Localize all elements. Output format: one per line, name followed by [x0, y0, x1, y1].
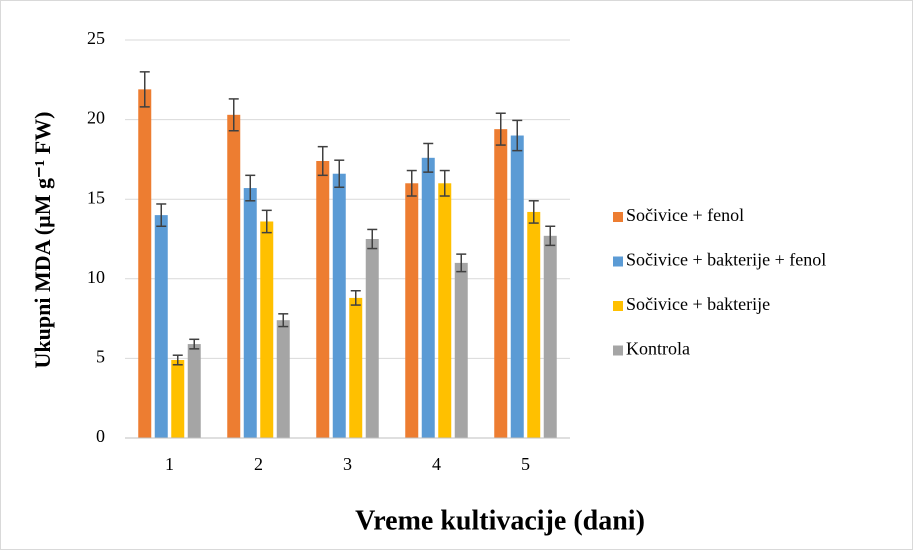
legend-swatch: [613, 301, 623, 311]
error-bar: [545, 225, 556, 247]
bar: [154, 215, 168, 438]
bar: [454, 262, 468, 438]
bar: [543, 235, 557, 438]
x-tick-label: 5: [521, 454, 530, 474]
legend-label: Sočivice + bakterije: [626, 294, 770, 314]
bar: [276, 320, 290, 438]
error-bar: [317, 145, 328, 177]
x-tick-label: 2: [254, 454, 263, 474]
bar: [171, 359, 185, 438]
legend-swatch: [613, 212, 623, 222]
error-bar: [512, 119, 523, 152]
bar: [438, 183, 452, 438]
y-axis-label: Ukupni MDA (µM g⁻¹ FW): [30, 111, 55, 368]
error-bar: [423, 142, 434, 173]
error-bar: [456, 253, 467, 273]
x-tick-label: 4: [432, 454, 441, 474]
error-bar: [406, 169, 417, 197]
y-tick-label: 25: [87, 28, 105, 48]
error-bar: [245, 174, 256, 202]
bar: [421, 157, 435, 439]
bar: [138, 89, 152, 439]
legend-label: Sočivice + bakterije + fenol: [626, 250, 826, 270]
x-tick-label: 1: [165, 454, 174, 474]
legend-label: Kontrola: [626, 339, 690, 359]
error-bar: [350, 289, 361, 306]
y-tick-label: 15: [87, 187, 105, 207]
error-bar: [189, 338, 200, 350]
bar: [365, 239, 379, 438]
error-bar: [439, 169, 450, 197]
legend-swatch: [613, 256, 623, 267]
legend-label: Sočivice + fenol: [626, 205, 744, 225]
error-bar: [228, 98, 239, 132]
x-tick-label: 3: [343, 454, 352, 474]
error-bar: [278, 313, 289, 328]
bar: [405, 183, 419, 438]
bar: [527, 211, 541, 438]
error-bar: [367, 228, 378, 250]
bar: [187, 344, 201, 438]
y-tick-label: 20: [87, 108, 105, 128]
bar: [316, 160, 330, 438]
error-bar: [139, 71, 150, 108]
x-axis-label: Vreme kultivacije (dani): [355, 505, 645, 536]
y-tick-label: 0: [96, 426, 105, 446]
error-bar: [156, 203, 167, 228]
bar: [349, 297, 363, 438]
bar: [332, 173, 346, 438]
bar: [260, 221, 274, 438]
error-bar: [528, 200, 539, 224]
error-bar: [172, 354, 183, 366]
error-bar: [334, 159, 345, 189]
y-tick-label: 10: [87, 267, 105, 287]
bar: [510, 135, 524, 438]
error-bar: [495, 112, 506, 146]
error-bar: [261, 209, 272, 234]
bar: [227, 114, 241, 438]
legend-swatch: [613, 345, 623, 356]
y-tick-label: 5: [96, 347, 105, 367]
bar: [494, 129, 508, 439]
bar: [243, 188, 257, 438]
